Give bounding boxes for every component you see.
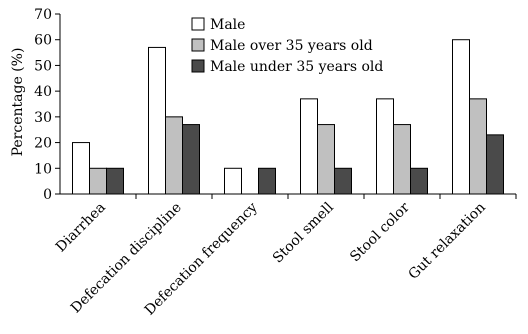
y-axis-title: Percentage (%) [10,48,26,157]
bars [72,39,504,195]
bar-3-1 [317,124,335,195]
legend-label: Male under 35 years old [210,59,383,75]
bar-0-1 [89,167,107,195]
bar-5-0 [452,39,470,195]
bar-2-0 [224,167,242,195]
y-tick-label: 20 [34,136,52,152]
y-axis: 0 10 20 30 40 50 60 70 [34,7,61,203]
legend-swatch [191,17,205,31]
x-tick-label: Gut relaxation [405,200,488,283]
bar-1-1 [165,116,183,195]
bar-1-0 [148,46,166,195]
bar-3-0 [300,98,318,195]
y-tick-label: 70 [34,7,52,23]
y-tick-label: 30 [34,110,52,126]
x-tick-label: Stool smell [270,199,337,266]
bar-0-0 [72,142,90,195]
bar-0-2 [106,167,124,195]
bar-1-2 [182,124,200,195]
legend-swatch [191,59,205,73]
legend: Male Male over 35 years old Male under 35 … [191,17,383,75]
x-tick-label: Stool color [347,199,413,265]
bar-5-2 [486,134,504,195]
legend-swatch [191,38,205,52]
bar-4-1 [393,124,411,195]
bar-4-0 [376,98,394,195]
y-tick-label: 40 [34,84,52,100]
bar-4-2 [410,167,428,195]
bar-2-2 [258,167,276,195]
y-tick-label: 10 [34,161,52,177]
legend-label: Male over 35 years old [210,38,373,54]
y-tick-label: 0 [43,187,52,203]
y-tick-label: 50 [34,58,52,74]
x-tick-label: Diarrhea [53,200,109,256]
legend-label: Male [210,17,245,33]
y-tick-label: 60 [34,33,52,49]
bar-3-2 [334,167,352,195]
bar-5-1 [469,98,487,195]
